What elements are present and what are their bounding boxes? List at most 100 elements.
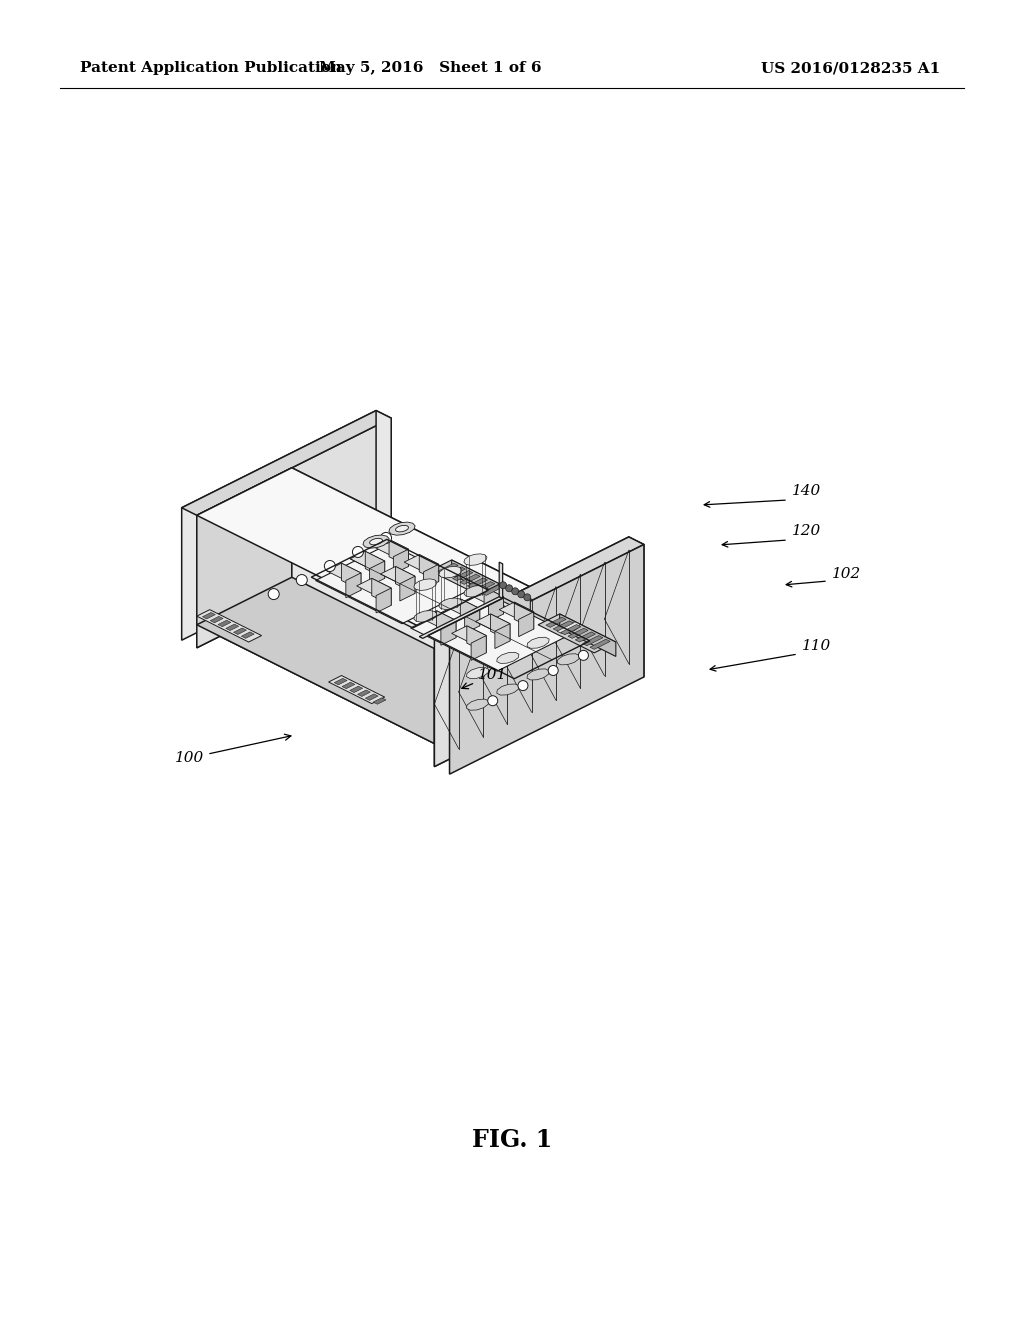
Polygon shape (461, 599, 480, 626)
Polygon shape (197, 418, 391, 648)
Circle shape (548, 665, 558, 676)
Polygon shape (350, 686, 362, 693)
Polygon shape (560, 614, 615, 656)
Text: FIG. 1: FIG. 1 (472, 1129, 552, 1152)
Text: US 2016/0128235 A1: US 2016/0128235 A1 (761, 61, 940, 75)
Circle shape (325, 561, 335, 572)
Text: 120: 120 (792, 524, 821, 539)
Polygon shape (233, 628, 247, 635)
Circle shape (579, 651, 589, 660)
Polygon shape (395, 566, 415, 594)
Polygon shape (434, 537, 629, 767)
Polygon shape (225, 624, 239, 631)
Circle shape (524, 594, 530, 601)
Polygon shape (372, 578, 391, 606)
Polygon shape (334, 678, 347, 685)
Polygon shape (373, 698, 386, 705)
Polygon shape (439, 566, 462, 578)
Polygon shape (414, 611, 437, 622)
Polygon shape (546, 618, 566, 627)
Polygon shape (560, 624, 581, 635)
Polygon shape (467, 578, 487, 587)
Polygon shape (500, 562, 503, 598)
Polygon shape (583, 635, 603, 645)
Polygon shape (242, 632, 254, 639)
Polygon shape (389, 523, 415, 535)
Polygon shape (376, 411, 391, 550)
Polygon shape (393, 549, 409, 574)
Polygon shape (441, 620, 456, 645)
Polygon shape (500, 602, 534, 619)
Polygon shape (464, 586, 487, 597)
Polygon shape (467, 668, 488, 678)
Polygon shape (575, 632, 596, 642)
Polygon shape (181, 411, 376, 640)
Polygon shape (514, 602, 534, 630)
Polygon shape (518, 611, 534, 636)
Circle shape (506, 585, 513, 591)
Polygon shape (445, 599, 480, 616)
Polygon shape (434, 647, 629, 767)
Polygon shape (315, 544, 475, 623)
Polygon shape (376, 587, 391, 612)
Polygon shape (366, 552, 385, 578)
Polygon shape (197, 610, 261, 642)
Polygon shape (370, 539, 383, 545)
Circle shape (381, 532, 391, 544)
Polygon shape (404, 554, 438, 572)
Polygon shape (436, 611, 456, 638)
Polygon shape (482, 585, 502, 595)
Polygon shape (484, 587, 504, 614)
Polygon shape (356, 578, 391, 595)
Polygon shape (465, 609, 480, 634)
Polygon shape (497, 684, 519, 696)
Polygon shape (471, 635, 486, 660)
Polygon shape (197, 528, 629, 743)
Polygon shape (430, 560, 508, 599)
Polygon shape (391, 528, 629, 669)
Circle shape (500, 582, 507, 589)
Polygon shape (197, 515, 434, 743)
Polygon shape (399, 576, 415, 601)
Polygon shape (414, 579, 437, 590)
Polygon shape (467, 626, 486, 653)
Polygon shape (538, 614, 615, 653)
Polygon shape (389, 540, 409, 566)
Polygon shape (374, 540, 409, 557)
Polygon shape (629, 537, 644, 677)
Circle shape (296, 574, 307, 586)
Polygon shape (434, 586, 529, 743)
Polygon shape (488, 597, 504, 622)
Polygon shape (557, 653, 580, 665)
Text: 102: 102 (831, 568, 861, 581)
Text: 100: 100 (175, 734, 291, 766)
Polygon shape (527, 669, 549, 680)
Polygon shape (210, 616, 223, 623)
Text: 110: 110 (802, 639, 831, 653)
Polygon shape (197, 467, 529, 634)
Circle shape (518, 681, 528, 690)
Polygon shape (357, 690, 371, 697)
Polygon shape (438, 564, 458, 573)
Polygon shape (197, 467, 292, 624)
Polygon shape (452, 626, 486, 643)
Polygon shape (475, 614, 510, 631)
Polygon shape (467, 700, 488, 710)
Polygon shape (380, 566, 415, 583)
Polygon shape (350, 552, 385, 569)
Polygon shape (329, 676, 385, 704)
Polygon shape (395, 525, 409, 532)
Polygon shape (422, 611, 456, 628)
Circle shape (518, 591, 524, 598)
Text: Patent Application Publication: Patent Application Publication (80, 61, 342, 75)
Polygon shape (553, 620, 573, 631)
Polygon shape (464, 554, 487, 565)
Polygon shape (366, 694, 378, 701)
Polygon shape (342, 564, 360, 590)
Polygon shape (527, 638, 549, 648)
Text: May 5, 2016   Sheet 1 of 6: May 5, 2016 Sheet 1 of 6 (318, 61, 542, 75)
Polygon shape (218, 620, 231, 627)
Polygon shape (346, 573, 360, 598)
Polygon shape (181, 411, 391, 515)
Polygon shape (450, 544, 644, 774)
